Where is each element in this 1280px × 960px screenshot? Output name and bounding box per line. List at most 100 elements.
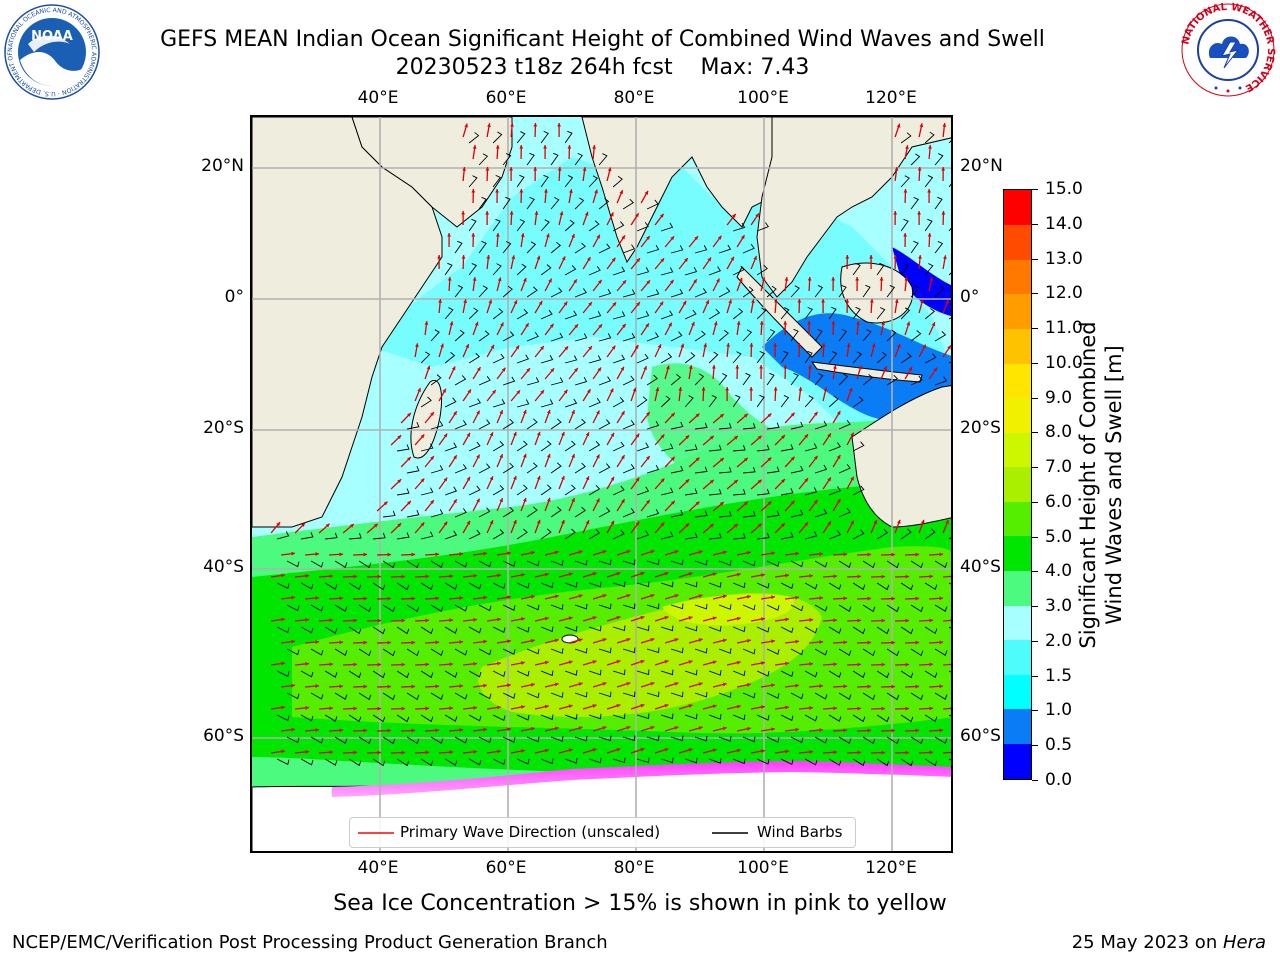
wind-barb [612, 175, 623, 188]
wave-arrow-head [749, 387, 754, 391]
wave-arrow-head [640, 571, 645, 576]
wind-barb [349, 533, 362, 540]
wave-arrow-head [867, 684, 872, 689]
wind-barb [502, 376, 516, 386]
wind-barb [406, 692, 420, 701]
wind-barb [372, 626, 386, 635]
wave-arrow-head [891, 684, 896, 689]
colorbar-tick-label: 7.0 [1045, 457, 1073, 478]
wind-barb [934, 736, 948, 744]
wind-barb [886, 604, 900, 613]
wind-barb [564, 130, 573, 144]
wind-barb [742, 604, 756, 611]
wind-barb [924, 528, 936, 540]
wave-arrow-head [698, 594, 703, 598]
wave-arrow-head [819, 684, 824, 689]
colorbar-segment [1004, 397, 1031, 433]
wind-barb [852, 396, 864, 408]
wind-barb [934, 241, 944, 254]
wave-arrow-head [915, 684, 920, 689]
wind-barb [767, 422, 780, 430]
footer-date: 25 May 2023 on Hera [1072, 932, 1266, 953]
wind-barb [516, 440, 528, 452]
wave-arrow-head [931, 322, 936, 327]
wind-barb [852, 485, 865, 496]
wave-arrow-head [611, 345, 616, 350]
wave-arrow-head [353, 750, 358, 755]
wind-barb [900, 175, 910, 188]
wave-arrow-head [407, 456, 411, 461]
wave-arrow-head [783, 365, 788, 369]
wave-arrow-head [893, 255, 898, 259]
lat-label-left: 20°S [203, 418, 244, 438]
wind-barb [407, 421, 420, 430]
wave-arrow-head [554, 726, 559, 731]
wind-barb [670, 288, 684, 298]
wind-barb [574, 197, 585, 210]
wind-barb [516, 758, 530, 765]
colorbar-tick-mark [1032, 397, 1038, 399]
wind-barb [934, 153, 944, 166]
wind-barb [420, 351, 431, 364]
wave-arrow-head [761, 661, 765, 666]
wave-arrow-head [781, 523, 785, 527]
wave-arrow-head [622, 280, 627, 285]
wind-barb [708, 395, 718, 408]
wave-arrow-head [626, 637, 631, 642]
wind-barb [300, 714, 314, 722]
wind-barb [646, 289, 660, 298]
wind-barb [478, 692, 492, 700]
wave-arrow-head [843, 552, 848, 557]
wave-arrow-head [453, 499, 457, 504]
wave-arrow-head [685, 523, 690, 528]
wave-arrow-head [472, 145, 477, 149]
wave-arrow-head [536, 475, 541, 480]
wave-arrow-head [305, 750, 310, 754]
wave-arrow-head [698, 550, 703, 554]
wave-arrow-head [447, 233, 452, 237]
wave-arrow-head [554, 682, 559, 687]
land-australia [851, 385, 951, 528]
wind-barb [886, 374, 899, 386]
wave-arrow-head [881, 321, 885, 326]
wind-barb [660, 531, 674, 540]
noaa-logo: NATIONAL OCEANIC AND ATMOSPHERIC ADMINIS… [1, 0, 100, 100]
wind-barb [564, 219, 575, 232]
chart-subtitle: 20230523 t18z 264h fcst Max: 7.43 [395, 55, 810, 80]
wind-barb [454, 464, 467, 474]
colorbar-tick-mark [1032, 640, 1038, 642]
wave-arrow-head [443, 521, 448, 526]
wave-arrow-head [568, 748, 573, 753]
wave-arrow-head [315, 640, 320, 644]
wave-arrow-head [836, 499, 841, 504]
wave-arrow-head [636, 302, 640, 307]
wind-barb [502, 285, 513, 298]
wave-arrow-head [507, 683, 511, 688]
wind-barb [684, 352, 696, 364]
wind-barb [790, 692, 804, 700]
wave-arrow-head [387, 640, 392, 645]
wind-barb [598, 603, 612, 610]
wind-barb [838, 736, 852, 744]
wave-arrow-head [674, 726, 679, 730]
wave-arrow-head [363, 728, 368, 733]
wave-arrow-head [435, 728, 440, 733]
wave-arrow-head [759, 321, 764, 325]
nws-logo: NATIONAL WEATHER SERVICE [1180, 2, 1276, 98]
wind-barb [526, 692, 540, 699]
wave-arrow-head [546, 409, 551, 414]
wind-barb [636, 669, 650, 676]
wind-barb [732, 670, 746, 677]
wave-arrow-head [819, 728, 824, 733]
wave-arrow-head [616, 747, 621, 752]
wave-arrow-head [767, 501, 772, 506]
wind-barb [444, 262, 453, 276]
wind-barb [732, 265, 745, 276]
wave-arrow-head [339, 640, 344, 645]
wave-arrow-head [781, 435, 785, 439]
wave-arrow-head [636, 258, 640, 263]
wave-arrow-head [488, 299, 493, 304]
wind-barb [622, 735, 636, 742]
wave-arrow-head [561, 256, 566, 261]
wind-barb [900, 714, 914, 723]
